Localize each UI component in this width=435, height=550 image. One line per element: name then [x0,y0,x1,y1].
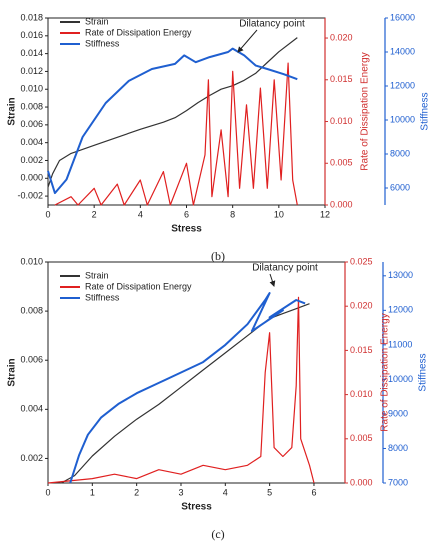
y-tick-label: 0.008 [20,101,43,111]
y-tick-label: 0.004 [20,137,43,147]
series-line [54,62,298,206]
y-tick-label: 0.000 [20,173,43,183]
y2-axis-label: Rate of Dissipation Energy [360,52,371,170]
y-tick-label: 0.010 [20,84,43,94]
y3-tick-label: 6000 [390,182,410,192]
y2-tick-label: 0.010 [330,116,353,126]
y-tick-label: 0.008 [20,305,43,315]
x-tick-label: 4 [223,487,228,497]
y2-tick-label: 0.000 [350,477,373,487]
y2-tick-label: 0.000 [330,199,353,209]
y3-tick-label: 9000 [388,408,408,418]
x-tick-label: 6 [311,487,316,497]
y3-tick-label: 12000 [390,80,415,90]
annotation-arrow [269,273,276,287]
y3-tick-label: 14000 [390,46,415,56]
x-axis-label: Stress [171,224,202,235]
y3-tick-label: 10000 [388,374,413,384]
y-tick-label: 0.010 [20,256,43,266]
x-tick-label: 0 [45,487,50,497]
x-tick-label: 6 [184,209,189,219]
y2-tick-label: 0.025 [350,256,373,266]
y-tick-label: 0.014 [20,48,43,58]
y-tick-label: 0.004 [20,404,43,414]
x-tick-label: 10 [274,209,284,219]
y2-tick-label: 0.020 [350,301,373,311]
y2-tick-label: 0.005 [330,158,353,168]
y-tick-label: 0.006 [20,355,43,365]
y-tick-label: -0.002 [17,190,43,200]
legend-label: Rate of Dissipation Energy [85,281,192,291]
y-tick-label: 0.002 [20,155,43,165]
series-line [69,292,306,484]
x-tick-label: 3 [178,487,183,497]
x-tick-label: 5 [267,487,272,497]
y2-tick-label: 0.015 [330,74,353,84]
y3-axis-label: Stiffness [418,353,429,391]
y-tick-label: 0.012 [20,66,43,76]
y3-tick-label: 8000 [390,148,410,158]
caption: (c) [211,527,224,541]
series-line [47,296,315,484]
x-axis-label: Stress [181,502,212,513]
y-axis-label: Strain [7,97,18,125]
annotation: Dilatancy point [252,263,318,274]
y3-axis-label: Stiffness [420,92,431,130]
legend-label: Strain [85,270,109,280]
y3-tick-label: 11000 [388,339,412,349]
y3-tick-label: 7000 [388,477,408,487]
y-axis-label: Strain [7,358,18,386]
x-tick-label: 0 [45,209,50,219]
y3-tick-label: 8000 [388,443,408,453]
series-line [47,47,298,195]
y2-tick-label: 0.010 [350,389,373,399]
caption: (b) [211,249,225,263]
y3-tick-label: 12000 [388,305,413,315]
y3-tick-label: 13000 [388,270,413,280]
x-tick-label: 4 [138,209,143,219]
x-tick-label: 8 [230,209,235,219]
annotation: Dilatancy point [239,19,305,30]
legend-label: Strain [85,16,109,26]
series-line [47,37,298,188]
legend-label: Rate of Dissipation Energy [85,27,192,37]
legend-label: Stiffness [85,292,120,302]
x-tick-label: 12 [320,209,330,219]
y-tick-label: 0.002 [20,453,43,463]
y2-tick-label: 0.005 [350,433,373,443]
y2-tick-label: 0.015 [350,345,373,355]
x-tick-label: 2 [92,209,97,219]
y3-tick-label: 16000 [390,12,415,22]
y-tick-label: 0.006 [20,119,43,129]
y2-axis-label: Rate of Dissipation Energy [380,313,391,431]
x-tick-label: 1 [90,487,95,497]
y2-tick-label: 0.020 [330,32,353,42]
legend-label: Stiffness [85,38,120,48]
x-tick-label: 2 [134,487,139,497]
y-tick-label: 0.016 [20,30,43,40]
annotation-arrow [237,29,258,53]
y-tick-label: 0.018 [20,12,43,22]
y3-tick-label: 10000 [390,114,415,124]
series-line [61,303,310,484]
